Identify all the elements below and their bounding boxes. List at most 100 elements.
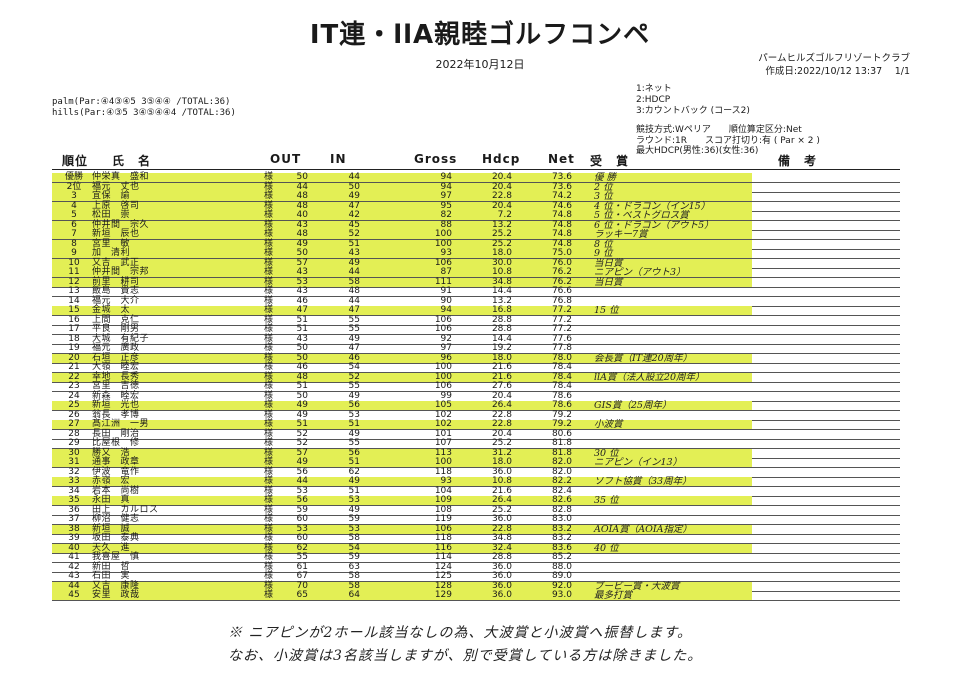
cell-sama: 様 [264, 457, 274, 467]
cell-name: 福元 大介 [92, 295, 140, 306]
cell-hdcp: 14.4 [491, 333, 512, 344]
cell-name: 仲栄真 盛和 [92, 172, 150, 182]
par-palm: palm(Par:④4③④5 3⑤④④ /TOTAL:36) [52, 97, 231, 107]
table-row: 26 翁長 孝博 様 49 53 102 22.8 79.2 [52, 409, 900, 421]
cell-name: 宜保 諭 [92, 191, 131, 201]
cell-in: 51 [348, 238, 360, 249]
cell-out: 46 [296, 295, 308, 306]
cell-sama: 様 [264, 428, 274, 439]
cell-sama: 様 [264, 267, 274, 277]
cell-rank: 13 [68, 286, 80, 296]
cell-award: ニアピン（アウト3） [594, 267, 686, 278]
cell-in: 49 [348, 428, 360, 439]
table-row: 38 新垣 誠 様 53 53 106 22.8 83.2 AOIA賞（AOIA指定） [52, 523, 900, 535]
cell-hdcp: 30.0 [491, 257, 512, 268]
cell-hdcp: 36.0 [491, 561, 512, 572]
cell-rank: 27 [68, 419, 80, 429]
header-remarks: 備 考 [778, 154, 818, 168]
cell-out: 50 [296, 390, 308, 401]
cell-sama: 様 [264, 210, 274, 220]
cell-gross: 104 [434, 485, 452, 496]
header-award: 受 賞 [590, 154, 630, 168]
cell-sama: 様 [264, 400, 274, 410]
table-row: 5 松田 崇 様 40 42 82 7.2 74.8 5 位・ベストグロス賞 [52, 210, 900, 221]
table-row: 9 加 清利 様 50 43 93 18.0 75.0 9 位 [52, 248, 900, 259]
cell-in: 53 [348, 409, 360, 420]
cell-in: 51 [348, 485, 360, 496]
cell-net: 77.2 [551, 305, 572, 315]
cell-name: 安里 政哉 [92, 590, 140, 600]
table-row: 37 柳沼 健志 様 60 59 119 36.0 83.0 [52, 514, 900, 525]
cell-rank: 18 [68, 333, 80, 344]
cell-gross: 106 [434, 314, 452, 325]
cell-out: 43 [296, 333, 308, 344]
table-row: 4 上原 啓司 様 48 47 95 20.4 74.6 4 位・ドラコン（イン15） [52, 200, 900, 212]
cell-name: 新垣 誠 [92, 523, 131, 534]
cell-hdcp: 20.4 [491, 181, 512, 192]
cell-net: 82.6 [551, 495, 572, 505]
cell-net: 78.4 [551, 381, 572, 391]
header-net: Net [548, 152, 575, 166]
cell-rank: 7 [71, 229, 77, 239]
cell-out: 50 [296, 172, 308, 182]
cell-rank: 28 [68, 428, 80, 439]
cell-name: 永田 真 [92, 495, 131, 505]
cell-name: 仲井間 宗久 [92, 219, 150, 230]
cell-name: 柳沼 健志 [92, 514, 140, 524]
cell-rank: 3 [71, 191, 77, 201]
cell-net: 77.8 [551, 343, 572, 353]
cell-net: 73.6 [551, 172, 572, 182]
cell-name: 金城 太 [92, 305, 131, 315]
cell-hdcp: 13.2 [491, 219, 512, 230]
cell-out: 40 [296, 210, 308, 220]
cell-net: 82.2 [551, 476, 572, 486]
tiebreak-rule: 1:ネット [636, 84, 672, 94]
cell-out: 46 [296, 362, 308, 372]
table-row: 11 仲井間 宗邦 様 43 44 87 10.8 76.2 ニアピン（アウト3） [52, 267, 900, 278]
cell-name: 仲井間 宗邦 [92, 267, 150, 277]
cell-sama: 様 [264, 590, 274, 600]
cell-rank: 5 [71, 210, 77, 220]
cell-gross: 118 [434, 533, 452, 543]
cell-rank: 23 [68, 381, 80, 391]
cell-sama: 様 [264, 523, 274, 534]
cell-out: 51 [296, 419, 308, 429]
cell-gross: 100 [434, 457, 452, 467]
cell-out: 60 [296, 514, 308, 524]
table-row: 42 新田 哲 様 61 63 124 36.0 88.0 [52, 561, 900, 573]
cell-net: 74.8 [551, 229, 572, 239]
cell-name: 新垣 辰也 [92, 229, 140, 239]
cell-in: 58 [348, 580, 360, 591]
cell-award: 会長賞（IT連20周年） [594, 352, 693, 364]
cell-net: 78.4 [551, 362, 572, 372]
cell-in: 49 [348, 390, 360, 401]
cell-net: 88.0 [551, 561, 572, 572]
cell-gross: 96 [440, 352, 452, 363]
cell-in: 50 [348, 181, 360, 192]
cell-out: 49 [296, 238, 308, 249]
cell-in: 55 [348, 381, 360, 391]
cell-sama: 様 [264, 485, 274, 496]
cell-award: 4 位・ドラコン（イン15） [594, 200, 711, 212]
cell-gross: 125 [434, 571, 452, 581]
settings-line: 最大HDCP(男性:36)(女性:36) [636, 146, 759, 156]
table-row: 29 比屋根 修 様 52 55 107 25.2 81.8 [52, 439, 900, 449]
cell-net: 77.2 [551, 324, 572, 334]
cell-in: 44 [348, 295, 360, 306]
cell-name: 石田 実 [92, 571, 131, 581]
cell-in: 43 [348, 248, 360, 258]
cell-name: 伊波 竜作 [92, 466, 140, 477]
table-row: 24 新森 睦宏 様 50 49 99 20.4 78.6 [52, 390, 900, 402]
cell-rank: 30 [68, 447, 80, 458]
table-row: 41 我喜屋 慎 様 55 59 114 28.8 85.2 [52, 552, 900, 563]
cell-out: 55 [296, 552, 308, 562]
cell-hdcp: 26.4 [491, 400, 512, 410]
table-row: 39 坂田 泰典 様 60 58 118 34.8 83.2 [52, 533, 900, 544]
cell-gross: 91 [440, 286, 452, 296]
cell-net: 83.2 [551, 523, 572, 534]
settings-line: 競技方式:Wペリア 順位算定区分:Net [636, 125, 802, 135]
table-row: 21 大嶺 睦宏 様 46 54 100 21.6 78.4 [52, 362, 900, 373]
cell-hdcp: 31.2 [491, 447, 512, 458]
header-gross: Gross [414, 152, 458, 166]
cell-rank: 34 [68, 485, 80, 496]
